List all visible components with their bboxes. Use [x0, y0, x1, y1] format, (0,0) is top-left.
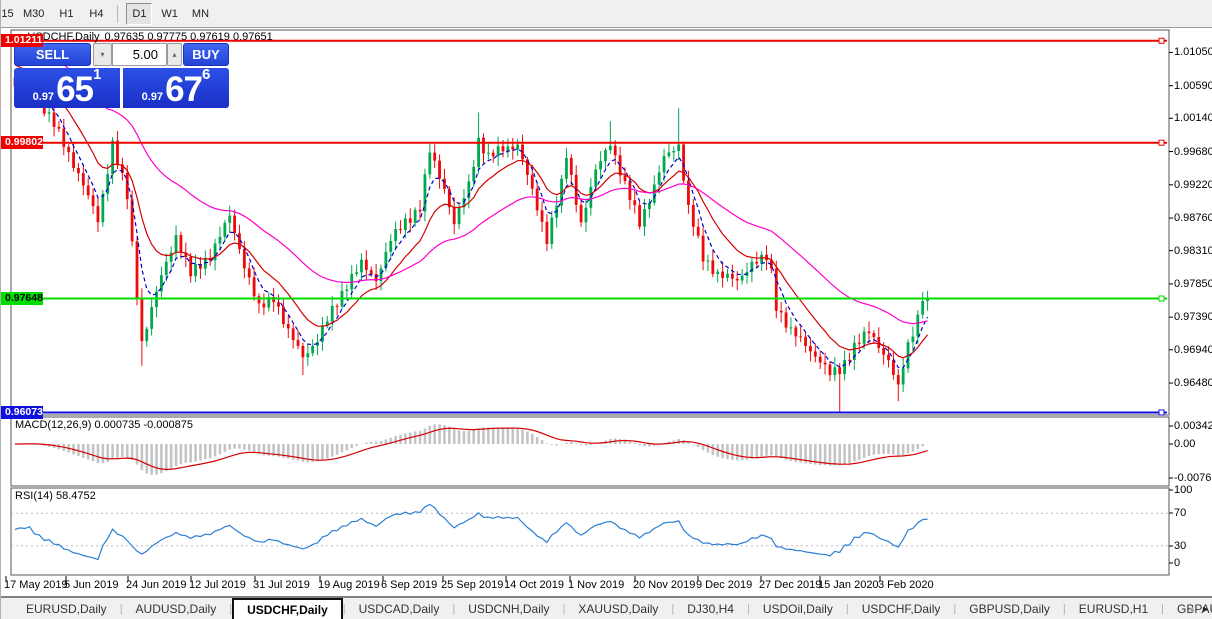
- buy-price-display[interactable]: 0.97 67 6: [123, 66, 229, 109]
- tab-separator: |: [342, 602, 346, 615]
- date-label-17-may-2019: 17 May 2019: [4, 579, 68, 591]
- rsi-tick-100: 100: [1174, 484, 1193, 496]
- tab-usdchf-daily-8[interactable]: USDCHF,Daily: [861, 601, 941, 616]
- tab-separator: |: [746, 602, 750, 615]
- toolbar-separator: [117, 4, 119, 23]
- tab-separator: |: [452, 602, 456, 615]
- one-click-trading-panel: SELL ▾ 5.00 ▴ BUY 0.97 65 1 0.97 67 6: [14, 43, 229, 108]
- volume-input[interactable]: 5.00: [112, 43, 167, 66]
- chevron-up-icon: ▴: [172, 50, 177, 59]
- buy-price-base: 0.97: [141, 91, 164, 103]
- date-label-27-dec-2019: 27 Dec 2019: [759, 579, 822, 591]
- timeframe-button-m30[interactable]: M30: [23, 7, 45, 20]
- trade-panel-prices: 0.97 65 1 0.97 67 6: [14, 66, 229, 109]
- date-label-12-jul-2019: 12 Jul 2019: [189, 579, 246, 591]
- volume-increase-button[interactable]: ▴: [167, 43, 182, 66]
- tabs-scroll-left-icon[interactable]: ◄: [1186, 604, 1196, 614]
- timeframe-button-h4[interactable]: H4: [89, 7, 104, 20]
- price-tick-0.99220: 0.99220: [1174, 178, 1212, 191]
- tab-separator: |: [953, 602, 957, 615]
- price-tick-0.96480: 0.96480: [1174, 377, 1212, 390]
- tabs-scroll-right-icon[interactable]: ►: [1201, 604, 1210, 614]
- buy-price-point: 6: [202, 66, 211, 83]
- tab-separator: |: [845, 602, 849, 615]
- date-label-14-oct-2019: 14 Oct 2019: [504, 579, 564, 591]
- tab-separator: |: [1062, 602, 1066, 615]
- sell-button[interactable]: SELL: [14, 43, 91, 66]
- symbol-period-label: USDCHF,Daily: [27, 31, 100, 43]
- date-label-20-nov-2019: 20 Nov 2019: [633, 579, 696, 591]
- tab-gbpaud-h1-11[interactable]: GBPAUD,H1: [1177, 601, 1212, 616]
- timeframe-button-h1[interactable]: H1: [59, 7, 74, 20]
- price-level-badge-1.01211: 1.01211: [1, 34, 43, 48]
- tab-separator: |: [229, 602, 233, 615]
- tab-eurusd-daily-0[interactable]: EURUSD,Daily: [26, 601, 107, 616]
- tab-eurusd-h1-10[interactable]: EURUSD,H1: [1078, 601, 1149, 616]
- rsi-label: RSI(14) 58.4752: [15, 490, 96, 502]
- rsi-tick-30: 30: [1174, 540, 1187, 552]
- price-tick-0.97390: 0.97390: [1174, 311, 1212, 324]
- date-label-25-sep-2019: 25 Sep 2019: [441, 579, 504, 591]
- price-tick-0.97850: 0.97850: [1174, 277, 1212, 290]
- tab-usdcnh-daily-4[interactable]: USDCNH,Daily: [468, 601, 550, 616]
- tab-audusd-daily-1[interactable]: AUDUSD,Daily: [135, 601, 217, 616]
- volume-decrease-button[interactable]: ▾: [93, 43, 112, 66]
- macd-tick-0.003428: 0.003428: [1174, 420, 1212, 432]
- price-tick-0.99680: 0.99680: [1174, 145, 1212, 158]
- rsi-tick-70: 70: [1174, 507, 1187, 519]
- chart-title: ➤ USDCHF,Daily 0.97635 0.97775 0.97619 0…: [11, 30, 273, 44]
- sell-price-base: 0.97: [32, 91, 55, 103]
- timeframe-button-mn[interactable]: MN: [191, 7, 210, 20]
- tab-usdchf-daily-2[interactable]: USDCHF,Daily: [232, 598, 343, 619]
- tab-scroll-arrows: ◄ ►: [1186, 598, 1210, 619]
- date-label-19-aug-2019: 19 Aug 2019: [318, 579, 380, 591]
- price-tick-1.00140: 1.00140: [1174, 112, 1212, 125]
- date-label-9-dec-2019: 9 Dec 2019: [696, 579, 753, 591]
- date-label-15-jan-2020: 15 Jan 2020: [818, 579, 879, 591]
- buy-price-pips: 67: [165, 70, 203, 109]
- macd-tick-0.00: 0.00: [1174, 438, 1196, 450]
- trade-panel-controls: SELL ▾ 5.00 ▴ BUY: [14, 43, 229, 66]
- timeframe-button-w1[interactable]: W1: [161, 7, 178, 20]
- tab-xauusd-daily-5[interactable]: XAUUSD,Daily: [578, 601, 659, 616]
- tab-separator: |: [562, 602, 566, 615]
- price-tick-1.00590: 1.00590: [1174, 79, 1212, 92]
- macd-tick--0.007615: -0.007615: [1174, 472, 1212, 484]
- price-tick-1.01050: 1.01050: [1174, 46, 1212, 59]
- tab-usdcad-daily-3[interactable]: USDCAD,Daily: [358, 601, 440, 616]
- chevron-down-icon: ▾: [100, 50, 105, 59]
- price-level-badge-0.97648: 0.97648: [1, 292, 43, 306]
- tab-dj30-h4-6[interactable]: DJ30,H4: [687, 601, 734, 616]
- chart-tabs: EURUSD,Daily | AUDUSD,Daily | USDCHF,Daily | U…: [1, 597, 1212, 619]
- price-tick-0.96940: 0.96940: [1174, 343, 1212, 356]
- ohlc-values: 0.97635 0.97775 0.97619 0.97651: [104, 31, 273, 43]
- date-label-6-sep-2019: 6 Sep 2019: [381, 579, 438, 591]
- timeframe-button-d1[interactable]: D1: [126, 2, 153, 25]
- date-label-31-jul-2019: 31 Jul 2019: [253, 579, 310, 591]
- macd-label: MACD(12,26,9) 0.000735 -0.000875: [15, 419, 193, 431]
- date-label-3-feb-2020: 3 Feb 2020: [878, 579, 934, 591]
- timeframe-button-15[interactable]: 15: [1, 7, 14, 20]
- rsi-tick-0: 0: [1174, 557, 1181, 569]
- sell-price-point: 1: [93, 66, 102, 83]
- date-label-5-jun-2019: 5 Jun 2019: [64, 579, 119, 591]
- date-label-1-nov-2019: 1 Nov 2019: [568, 579, 625, 591]
- price-tick-0.98760: 0.98760: [1174, 212, 1212, 225]
- tab-usdoil-daily-7[interactable]: USDOil,Daily: [762, 601, 833, 616]
- tab-gbpusd-daily-9[interactable]: GBPUSD,Daily: [969, 601, 1050, 616]
- buy-button[interactable]: BUY: [183, 43, 229, 66]
- tab-separator: |: [1161, 602, 1164, 615]
- timeframe-toolbar: 15 M30 H1 H4 D1 W1 MN: [1, 0, 1212, 28]
- price-tick-0.98310: 0.98310: [1174, 244, 1212, 257]
- tab-separator: |: [119, 602, 123, 615]
- price-level-badge-0.99802: 0.99802: [1, 136, 43, 150]
- price-level-badge-0.96073: 0.96073: [1, 405, 43, 419]
- date-label-24-jun-2019: 24 Jun 2019: [126, 579, 187, 591]
- sell-price-pips: 65: [56, 70, 94, 109]
- sell-price-display[interactable]: 0.97 65 1: [14, 66, 120, 109]
- tab-separator: |: [671, 602, 675, 615]
